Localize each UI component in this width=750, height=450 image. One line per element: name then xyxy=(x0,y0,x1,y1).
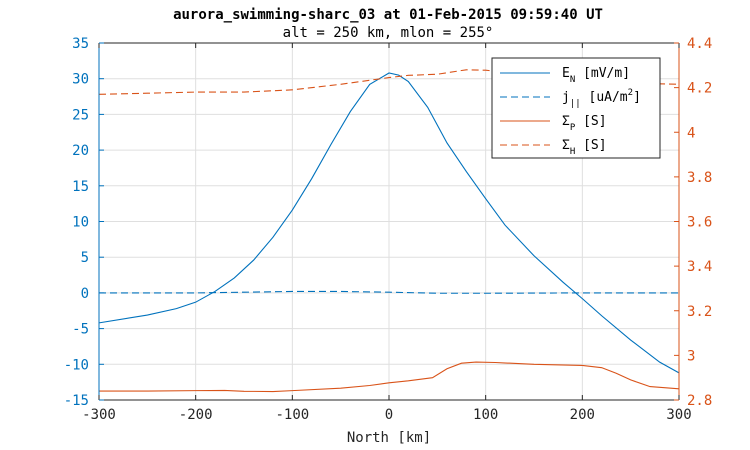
right-y-tick-label: 4 xyxy=(687,125,695,141)
right-y-tick-label: 2.8 xyxy=(687,393,712,409)
x-tick-label: -300 xyxy=(82,407,116,423)
left-y-tick-label: 5 xyxy=(81,250,89,266)
x-tick-label: 300 xyxy=(666,407,691,423)
left-y-tick-label: -10 xyxy=(64,357,89,373)
right-y-tick-label: 3 xyxy=(687,348,695,364)
legend-label-1: EN [mV/m] xyxy=(562,66,630,85)
right-y-tick-label: 3.6 xyxy=(687,215,712,231)
series-line-3 xyxy=(99,361,680,393)
x-tick-label: 0 xyxy=(385,407,393,423)
legend-box xyxy=(491,57,661,159)
left-y-tick-label: 25 xyxy=(72,107,89,123)
x-tick-label: -200 xyxy=(179,407,213,423)
left-y-tick-label: 10 xyxy=(72,215,89,231)
left-y-tick-label: 20 xyxy=(72,143,89,159)
left-y-tick-label: -15 xyxy=(64,393,89,409)
chart-subtitle: alt = 250 km, mlon = 255° xyxy=(283,25,494,41)
x-tick-label: 200 xyxy=(570,407,595,423)
series-line-1 xyxy=(98,72,680,374)
legend-label-2: j|| [uA/m2] xyxy=(562,88,641,109)
x-axis-label: North [km] xyxy=(347,430,431,446)
right-y-tick-label: 4.4 xyxy=(687,36,712,52)
axes xyxy=(98,42,680,401)
legend-label-4: ΣH [S] xyxy=(562,138,607,157)
left-y-tick-label: 15 xyxy=(72,179,89,195)
series-line-2 xyxy=(99,290,679,294)
right-y-tick-label: 3.4 xyxy=(687,259,712,275)
legend-label-3: ΣP [S] xyxy=(562,114,607,133)
tick-labels: -300 -200 -100 0 100 200 300 -15 -10 -5 0 5 10 15 20 25… xyxy=(64,36,713,423)
legend: EN [mV/m] j|| [uA/m2] ΣP [S] ΣH [S] xyxy=(491,57,661,159)
right-y-tick-label: 3.8 xyxy=(687,170,712,186)
right-y-tick-label: 3.2 xyxy=(687,304,712,320)
chart-title: aurora_swimming-sharc_03 at 01-Feb-2015 … xyxy=(173,7,603,23)
x-tick-label: 100 xyxy=(473,407,498,423)
x-tick-label: -100 xyxy=(275,407,309,423)
left-y-tick-label: 0 xyxy=(81,286,89,302)
left-y-tick-label: 35 xyxy=(72,36,89,52)
left-y-tick-label: -5 xyxy=(72,322,89,338)
left-y-tick-label: 30 xyxy=(72,72,89,88)
right-y-tick-label: 4.2 xyxy=(687,81,712,97)
